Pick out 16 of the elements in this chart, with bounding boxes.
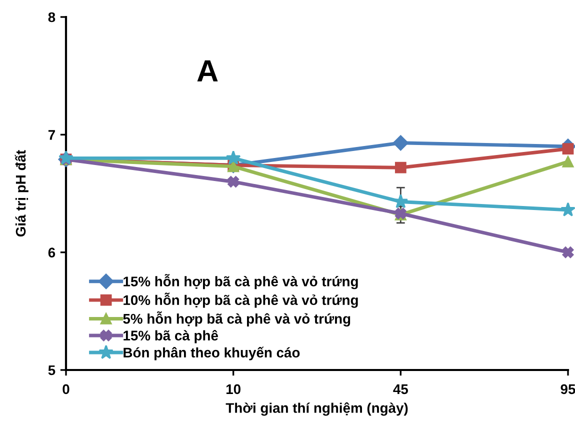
annotation: A (197, 60, 218, 82)
y-tick-label: 5 (48, 365, 56, 376)
x-tick-label: 0 (62, 384, 70, 394)
legend-label: Bón phân theo khuyến cáo (124, 346, 300, 360)
legend-label: 15% bã cà phê (124, 330, 218, 344)
x-tick-label: 95 (560, 384, 575, 394)
x-tick-label: 10 (226, 384, 240, 394)
y-tick-label: 6 (48, 248, 56, 258)
y-tick-label: 7 (48, 130, 55, 140)
x-tick-label: 45 (393, 384, 408, 394)
legend-label: 15% hỗn hợp bã cà phê và vỏ trứng (124, 274, 358, 290)
legend-label: 5% hỗn hợp bã cà phê và vỏ trứng (123, 311, 350, 327)
x-axis-title: Thời gian thí nghiệm (ngày) (226, 402, 408, 416)
y-tick-label: 8 (48, 12, 56, 22)
y-axis-title: Giá trị pH đất (14, 150, 28, 237)
legend-label: 10% hỗn hợp bã cà phê và vỏ trứng (124, 292, 358, 308)
